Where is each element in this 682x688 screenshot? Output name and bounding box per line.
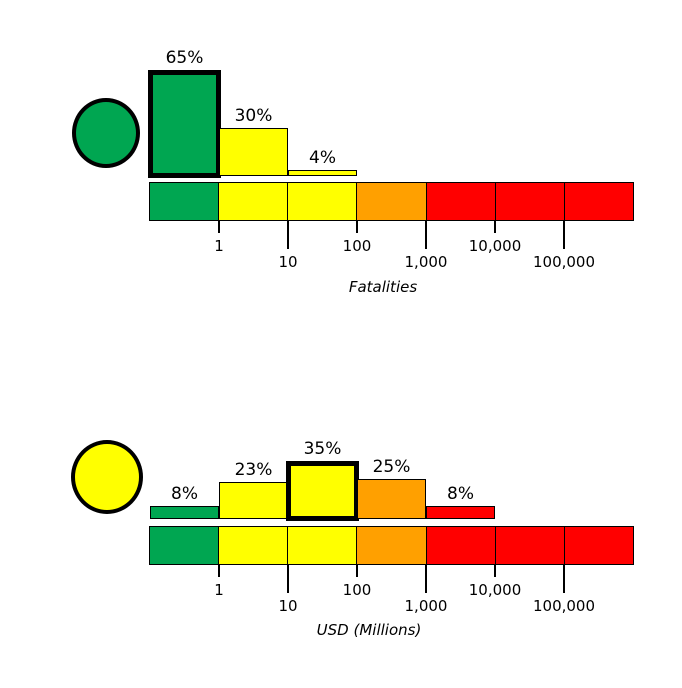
freq-bar <box>219 482 288 519</box>
tick-label: 1,000 <box>404 253 448 271</box>
risk-scale-segment <box>426 183 496 220</box>
axis-title: USD (Millions) <box>316 621 422 639</box>
risk-scale-segment <box>564 183 633 220</box>
freq-bar <box>357 479 426 519</box>
bar-value-label: 35% <box>303 439 342 459</box>
tick-label: 1 <box>214 237 224 255</box>
tick-label: 10 <box>278 253 298 271</box>
freq-bar-highlighted <box>286 461 359 521</box>
risk-scale-segment <box>495 527 565 564</box>
risk-scale-segment <box>219 183 289 220</box>
risk-scale-segment <box>564 527 633 564</box>
risk-scale-segment <box>219 527 289 564</box>
tick-label: 100,000 <box>532 253 596 271</box>
axis-tick <box>494 221 496 233</box>
tick-label: 100,000 <box>532 597 596 615</box>
risk-scale-segment <box>150 183 220 220</box>
freq-bar <box>426 506 495 519</box>
freq-bar <box>288 170 357 176</box>
risk-scale-segment <box>288 183 358 220</box>
freq-bar-highlighted <box>148 70 221 178</box>
bar-value-label: 4% <box>309 148 336 168</box>
risk-scale-segment <box>426 527 496 564</box>
bar-value-label: 23% <box>234 460 273 480</box>
axis-tick <box>425 565 427 593</box>
tick-label: 1 <box>214 581 224 599</box>
axis-tick <box>356 565 358 577</box>
freq-bar <box>219 128 288 176</box>
risk-scale <box>149 526 634 565</box>
axis-tick <box>563 221 565 249</box>
axis-tick <box>218 565 220 577</box>
risk-scale-segment <box>495 183 565 220</box>
tick-label: 10 <box>278 597 298 615</box>
axis-title: Fatalities <box>348 278 418 296</box>
freq-bar <box>150 506 219 519</box>
tick-label: 10,000 <box>468 237 522 255</box>
risk-scale-segment <box>357 183 427 220</box>
tick-label: 100 <box>342 237 372 255</box>
risk-scale-segment <box>288 527 358 564</box>
risk-scale <box>149 182 634 221</box>
axis-tick <box>563 565 565 593</box>
risk-marker-circle <box>71 440 143 514</box>
tick-label: 10,000 <box>468 581 522 599</box>
axis-tick <box>218 221 220 233</box>
bar-value-label: 8% <box>171 484 198 504</box>
axis-tick <box>425 221 427 249</box>
axis-tick <box>494 565 496 577</box>
bar-value-label: 8% <box>447 484 474 504</box>
axis-tick <box>287 221 289 249</box>
tick-label: 100 <box>342 581 372 599</box>
bar-value-label: 30% <box>234 106 273 126</box>
bar-value-label: 65% <box>165 48 204 68</box>
risk-scale-segment <box>357 527 427 564</box>
axis-tick <box>356 221 358 233</box>
bar-value-label: 25% <box>372 457 411 477</box>
risk-scale-segment <box>150 527 220 564</box>
tick-label: 1,000 <box>404 597 448 615</box>
axis-tick <box>287 565 289 593</box>
risk-marker-circle <box>72 98 140 168</box>
